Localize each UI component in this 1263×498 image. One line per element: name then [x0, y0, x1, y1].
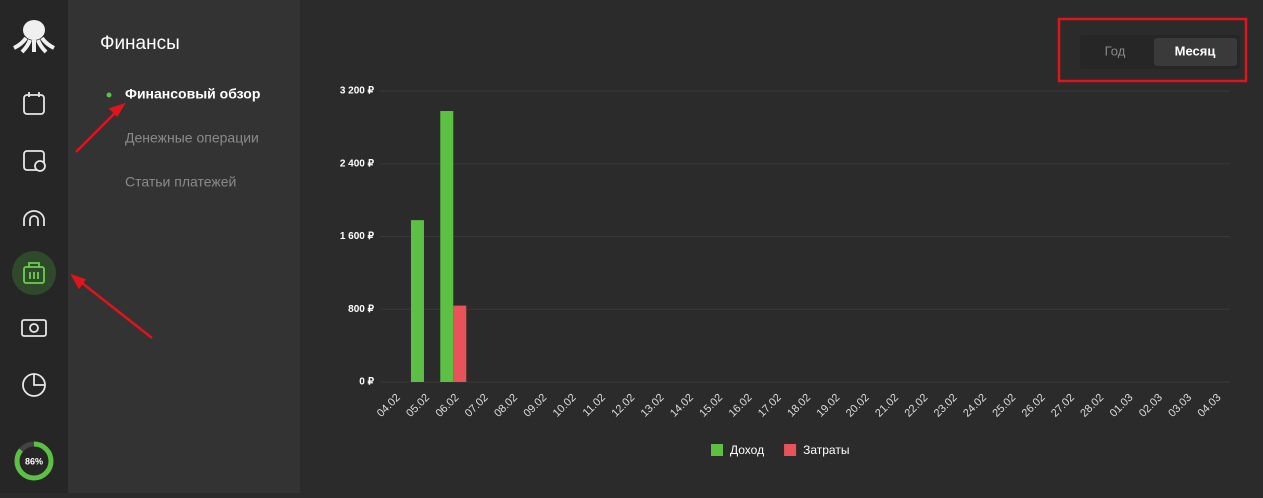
y-tick-label: 800 ₽: [348, 304, 374, 315]
x-tick-label: 04.03: [1196, 392, 1224, 420]
toggle-option[interactable]: Год: [1105, 43, 1126, 58]
x-tick-label: 13.02: [639, 392, 667, 420]
x-tick-label: 10.02: [551, 392, 579, 420]
y-tick-label: 1 600 ₽: [340, 231, 375, 242]
legend-label: Доход: [730, 443, 764, 457]
money-icon[interactable]: [21, 319, 47, 337]
x-tick-label: 21.02: [873, 392, 901, 420]
x-tick-label: 27.02: [1049, 392, 1077, 420]
menu-title: Финансы: [100, 33, 180, 54]
x-tick-label: 25.02: [990, 392, 1018, 420]
x-tick-label: 20.02: [844, 392, 872, 420]
calendar-icon[interactable]: [23, 92, 45, 115]
x-tick-label: 15.02: [697, 392, 725, 420]
x-tick-label: 14.02: [668, 392, 696, 420]
x-tick-label: 07.02: [463, 392, 491, 420]
x-tick-label: 03.03: [1166, 392, 1194, 420]
y-tick-label: 0 ₽: [359, 377, 374, 388]
clients-icon[interactable]: [23, 210, 45, 226]
active-dot: [106, 92, 112, 98]
x-tick-label: 24.02: [961, 392, 989, 420]
schedule-icon[interactable]: [23, 150, 46, 172]
toggle-option[interactable]: Месяц: [1175, 43, 1216, 58]
legend-label: Затраты: [803, 443, 849, 457]
finance-icon[interactable]: [23, 262, 45, 284]
x-tick-label: 26.02: [1020, 392, 1048, 420]
legend-swatch: [784, 444, 797, 456]
x-tick-label: 04.02: [375, 392, 403, 420]
reports-icon[interactable]: [22, 373, 46, 397]
x-tick-label: 11.02: [581, 392, 608, 419]
bar: [440, 111, 454, 382]
x-tick-label: 23.02: [932, 392, 960, 420]
highlight-box: [1057, 17, 1248, 83]
x-tick-label: 12.02: [609, 392, 637, 420]
x-tick-label: 05.02: [404, 392, 432, 420]
x-tick-label: 22.02: [902, 392, 930, 420]
x-tick-label: 01.03: [1108, 392, 1136, 420]
x-tick-label: 16.02: [727, 392, 755, 420]
progress-label: 86%: [25, 456, 43, 466]
bar: [453, 305, 467, 382]
x-tick-label: 18.02: [785, 392, 813, 420]
logo: [13, 20, 55, 54]
sidebar: [0, 0, 68, 493]
x-tick-label: 06.02: [433, 392, 461, 420]
menu-item[interactable]: Финансовый обзор: [125, 86, 260, 102]
x-tick-label: 17.02: [756, 392, 784, 420]
legend-swatch: [711, 444, 723, 456]
x-tick-label: 28.02: [1078, 392, 1106, 420]
bar: [410, 220, 424, 382]
progress-arc: [14, 441, 54, 481]
menu-item[interactable]: Денежные операции: [125, 130, 259, 146]
y-tick-label: 3 200 ₽: [340, 86, 375, 97]
y-tick-label: 2 400 ₽: [340, 158, 375, 169]
menu-panel: [68, 0, 300, 493]
annotation-arrows: [70, 102, 153, 339]
x-tick-label: 08.02: [492, 392, 520, 420]
x-tick-label: 09.02: [521, 392, 549, 420]
x-tick-label: 02.03: [1137, 392, 1165, 420]
x-tick-label: 19.02: [815, 392, 843, 420]
toggle-active: [1154, 38, 1237, 66]
menu-item[interactable]: Статьи платежей: [125, 174, 236, 190]
